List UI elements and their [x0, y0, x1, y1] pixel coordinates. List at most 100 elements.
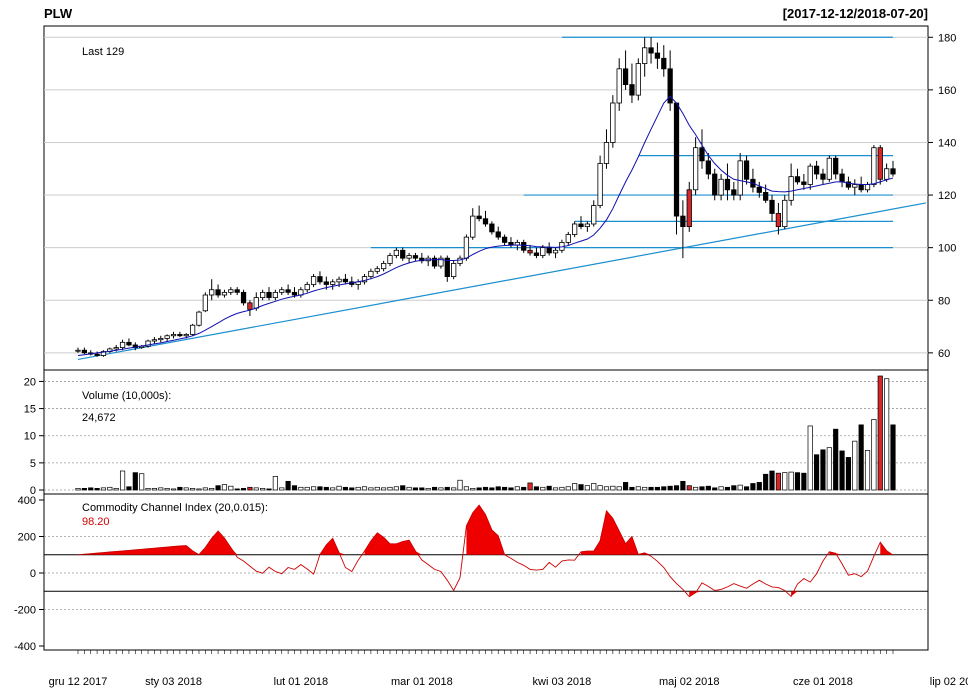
- volume-bar: [521, 486, 527, 491]
- candle-body: [508, 241, 514, 246]
- volume-bar: [654, 486, 660, 491]
- volume-bar: [743, 486, 750, 491]
- candle-body: [610, 102, 616, 143]
- volume-bar: [699, 486, 705, 491]
- volume-bar: [425, 488, 431, 491]
- date-tick-label: maj 02 2018: [659, 676, 720, 688]
- candle-body: [692, 147, 699, 191]
- candle-body: [431, 257, 438, 267]
- volume-bar: [266, 488, 272, 491]
- volume-tick-label: 15: [24, 404, 36, 416]
- candle-body: [813, 165, 820, 175]
- price-tick-label: 140: [938, 137, 956, 149]
- volume-bar: [323, 486, 329, 491]
- candle-body: [202, 294, 208, 312]
- volume-bar: [183, 487, 189, 491]
- volume-tick-label: 20: [24, 376, 36, 388]
- volume-bar: [502, 486, 508, 491]
- candle-body: [209, 289, 215, 296]
- volume-bar: [94, 488, 100, 491]
- volume-bar: [661, 486, 667, 491]
- candle-body: [833, 157, 839, 175]
- candle-body: [616, 68, 622, 104]
- candle-body: [234, 289, 240, 293]
- cci-extreme-fill: [84, 531, 238, 555]
- volume-bar: [794, 472, 801, 491]
- volume-bar: [559, 486, 565, 491]
- volume-bar: [476, 487, 482, 491]
- volume-label: Volume (10,000s):: [82, 390, 171, 402]
- candle-body: [801, 181, 807, 185]
- volume-bar: [132, 472, 138, 491]
- volume-bar: [374, 486, 380, 491]
- cci-panel: [43, 493, 929, 651]
- cci-tick-label: -200: [14, 605, 36, 617]
- volume-bar: [81, 488, 87, 491]
- volume-bar: [814, 454, 820, 491]
- candle-body: [272, 291, 279, 299]
- volume-tick-label: 10: [24, 431, 36, 443]
- volume-bar: [247, 486, 253, 491]
- volume-bar: [864, 450, 871, 491]
- candle-body: [501, 236, 508, 243]
- candle-body: [820, 173, 826, 180]
- cci-tick-label: 0: [30, 568, 36, 580]
- price-tick-label: 100: [938, 243, 956, 255]
- volume-bar: [597, 485, 603, 491]
- candle-body: [731, 189, 737, 196]
- volume-bar: [705, 485, 711, 491]
- candle-body: [603, 142, 610, 164]
- candle-body: [183, 334, 189, 337]
- candle-body: [291, 291, 298, 296]
- volume-bar: [272, 476, 278, 491]
- volume-bar: [616, 486, 622, 491]
- candle-body: [622, 68, 629, 85]
- cci-line: [77, 504, 894, 598]
- candle-body: [871, 147, 877, 185]
- volume-bar: [381, 487, 387, 491]
- volume-bar: [304, 486, 310, 491]
- candle-body: [444, 257, 450, 277]
- volume-bar: [642, 486, 648, 491]
- volume-bar: [202, 487, 208, 491]
- volume-bar: [756, 482, 762, 491]
- volume-bar: [858, 424, 864, 491]
- candle-body: [240, 291, 247, 304]
- candle-body: [361, 276, 368, 283]
- candle-body: [788, 176, 794, 201]
- candle-body: [533, 252, 540, 256]
- candle-body: [858, 184, 864, 191]
- date-tick-label: mar 01 2018: [391, 676, 453, 688]
- candle-body: [763, 192, 769, 201]
- volume-bar: [635, 486, 641, 491]
- volume-bar: [260, 488, 266, 491]
- volume-bar: [444, 486, 450, 491]
- volume-bar: [170, 488, 177, 491]
- candle-body: [75, 349, 81, 352]
- candle-body: [673, 102, 680, 217]
- volume-bar: [839, 450, 845, 491]
- candle-body: [330, 281, 336, 285]
- volume-axis: 0 5 10 15 20: [24, 376, 44, 497]
- volume-bar: [311, 486, 317, 491]
- volume-bar: [884, 378, 890, 491]
- volume-tick-label: 0: [30, 485, 36, 497]
- candle-body: [145, 340, 151, 347]
- volume-bar: [763, 473, 769, 491]
- price-tick-label: 60: [938, 348, 950, 360]
- volume-bar: [724, 486, 731, 491]
- candle-body: [794, 176, 801, 183]
- candle-body: [438, 257, 444, 267]
- volume-bar: [788, 471, 794, 491]
- volume-bar: [572, 483, 578, 491]
- volume-bar: [533, 486, 540, 491]
- candle-body: [890, 168, 896, 175]
- volume-tick-label: 5: [30, 458, 36, 470]
- volume-bar: [298, 486, 304, 491]
- candle-body: [591, 205, 597, 225]
- candle-body: [839, 173, 845, 183]
- volume-bar: [88, 487, 94, 491]
- chart-date-range: [2017-12-12/2018-07-20]: [782, 6, 928, 21]
- candle-body: [412, 255, 419, 259]
- volume-bar: [317, 486, 323, 491]
